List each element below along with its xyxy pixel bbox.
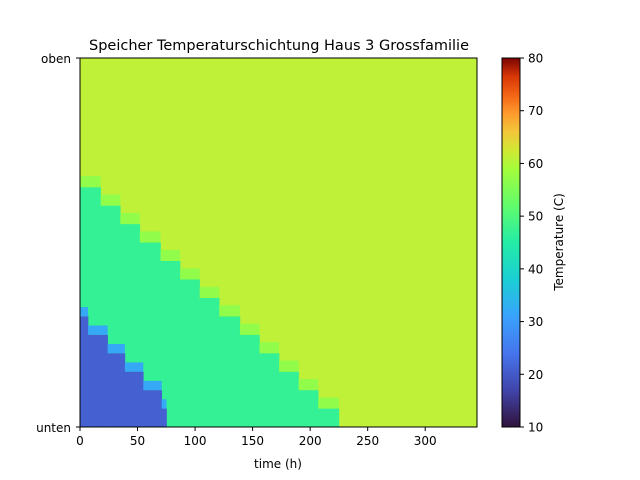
- heatmap-warm-step-edge: [239, 323, 260, 335]
- heatmap-cold-step-edge: [80, 307, 89, 317]
- heatmap-warm-step: [199, 297, 220, 427]
- heatmap-warm-step: [160, 260, 181, 427]
- colorbar: 10 20 30 40 50 60 70 80 Temperature (C): [501, 52, 566, 435]
- x-tick-label: 200: [299, 434, 322, 448]
- heatmap-cold-step: [107, 353, 126, 427]
- heatmap-cold-step: [80, 316, 89, 427]
- heatmap-warm-step: [318, 408, 340, 427]
- colorbar-tick-label: 60: [528, 157, 543, 171]
- x-tick-label: 50: [130, 434, 145, 448]
- heatmap-cold-step-edge: [161, 399, 167, 409]
- heatmap-cold-step: [124, 371, 144, 427]
- colorbar-tick-label: 20: [528, 368, 543, 382]
- x-tick-label: 150: [241, 434, 264, 448]
- x-axis: 0 50 100 150 200 250 300: [76, 427, 437, 448]
- colorbar-tick-label: 40: [528, 262, 543, 276]
- colorbar-tick-label: 70: [528, 104, 543, 118]
- colorbar-label: Temperature (C): [552, 193, 566, 292]
- x-tick-label: 300: [414, 434, 437, 448]
- heatmap-warm-step-edge: [298, 379, 319, 391]
- y-label-top: oben: [41, 52, 71, 66]
- heatmap-cold-step: [88, 334, 108, 427]
- heatmap-warm-step-edge: [160, 249, 181, 261]
- heatmap-warm-step-edge: [199, 286, 220, 298]
- y-axis: oben unten: [36, 52, 80, 435]
- x-axis-label: time (h): [254, 457, 302, 471]
- heatmap-area: [80, 58, 477, 427]
- heatmap-warm-step-edge: [120, 212, 140, 225]
- x-tick-label: 250: [356, 434, 379, 448]
- heatmap-warm-step-edge: [180, 268, 200, 280]
- y-label-bottom: unten: [36, 421, 71, 435]
- plot-frame: [79, 57, 478, 428]
- heatmap-warm-step-edge: [139, 231, 161, 243]
- heatmap-cold-step-edge: [124, 362, 144, 372]
- colorbar-ticks: 10 20 30 40 50 60 70 80: [520, 52, 543, 435]
- colorbar-tick-label: 80: [528, 52, 543, 66]
- heatmap-warm-step: [180, 279, 200, 427]
- heatmap-warm-step-edge: [259, 342, 280, 354]
- heatmap-cold-step: [161, 408, 167, 427]
- heatmap-warm-step: [259, 353, 280, 427]
- heatmap-warm-step-edge: [80, 176, 101, 188]
- heatmap-warm-step-edge: [279, 360, 299, 372]
- heatmap-warm-step: [239, 334, 260, 427]
- heatmap-warm-step-edge: [318, 397, 339, 409]
- heatmap-cold-step-edge: [88, 325, 108, 335]
- colorbar-tick-label: 10: [528, 421, 543, 435]
- colorbar-gradient: [501, 57, 521, 428]
- heatmap-warm-step: [279, 371, 299, 427]
- x-tick-label: 100: [184, 434, 207, 448]
- heatmap-cold-step-edge: [107, 343, 125, 354]
- heatmap-warm-step-edge: [100, 194, 121, 206]
- heatmap-warm-step: [219, 316, 241, 427]
- heatmap-cold-step-edge: [143, 380, 162, 391]
- heatmap-warm-step: [298, 390, 319, 427]
- colorbar-tick-label: 30: [528, 315, 543, 329]
- colorbar-tick-label: 50: [528, 210, 543, 224]
- heatmap-warm-step-edge: [219, 305, 240, 317]
- heatmap-warm-step: [139, 242, 161, 427]
- x-tick-label: 0: [76, 434, 84, 448]
- chart-title: Speicher Temperaturschichtung Haus 3 Gro…: [89, 38, 469, 54]
- heatmap-cold-step: [143, 390, 162, 427]
